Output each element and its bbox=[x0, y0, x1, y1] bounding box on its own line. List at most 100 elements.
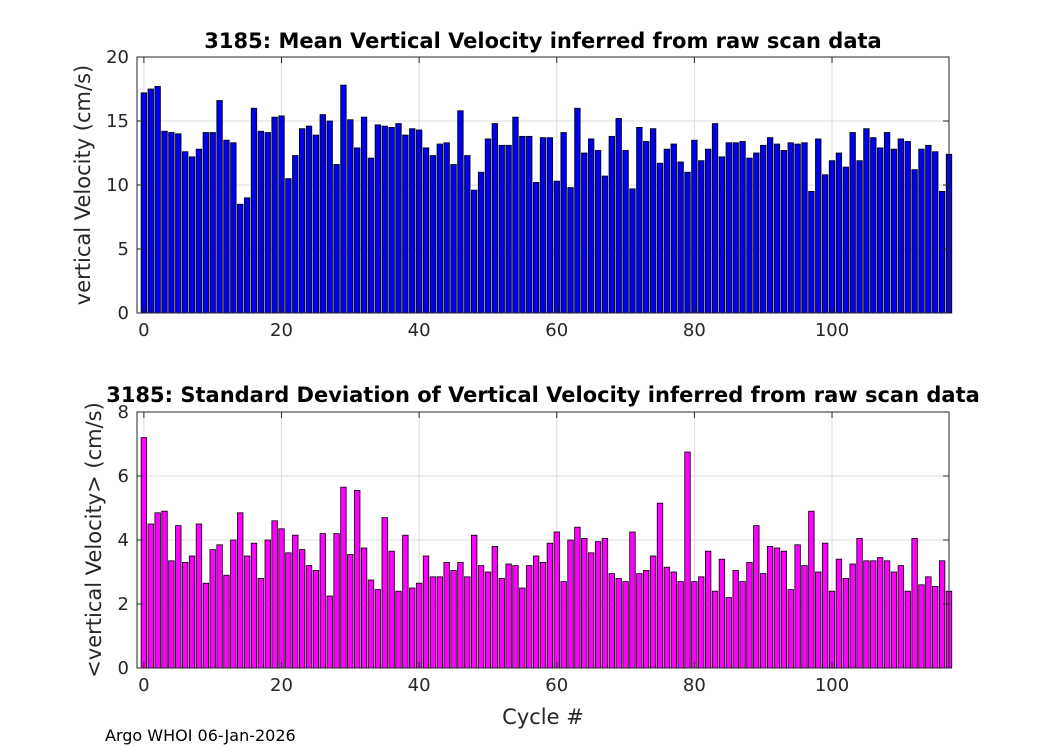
bar bbox=[718, 156, 726, 314]
bar bbox=[161, 510, 168, 669]
bar bbox=[629, 531, 636, 669]
bar bbox=[581, 152, 588, 314]
bar bbox=[477, 171, 485, 314]
bar bbox=[746, 562, 753, 669]
bar bbox=[670, 143, 677, 314]
bar bbox=[168, 132, 175, 314]
bar bbox=[298, 128, 306, 314]
bar bbox=[718, 558, 726, 669]
bar bbox=[498, 144, 505, 314]
bar bbox=[312, 134, 320, 314]
bar bbox=[347, 554, 354, 669]
bar bbox=[677, 161, 684, 314]
bar bbox=[711, 123, 719, 314]
bar bbox=[484, 571, 492, 669]
bar bbox=[753, 525, 760, 669]
x-axis-label: Cycle # bbox=[502, 705, 584, 729]
bar bbox=[257, 578, 265, 669]
y-tick-label: 0 bbox=[118, 303, 129, 324]
bar bbox=[429, 576, 437, 669]
bar bbox=[388, 550, 395, 669]
bar bbox=[574, 107, 581, 314]
bar bbox=[526, 565, 533, 669]
bar bbox=[230, 539, 237, 669]
bar bbox=[808, 190, 815, 314]
bar bbox=[250, 542, 258, 669]
bar bbox=[842, 166, 849, 314]
x-tick-label: 80 bbox=[683, 675, 706, 696]
bar bbox=[911, 169, 918, 314]
bar bbox=[842, 578, 849, 669]
bar bbox=[553, 531, 560, 669]
bar bbox=[794, 544, 801, 669]
bar bbox=[732, 570, 739, 669]
bar bbox=[787, 589, 794, 669]
bar bbox=[354, 147, 361, 314]
bar bbox=[182, 151, 189, 314]
x-tick-label: 20 bbox=[270, 320, 293, 341]
y-tick-label: 0 bbox=[118, 658, 129, 679]
bar bbox=[243, 555, 251, 669]
bar bbox=[477, 565, 485, 669]
bar bbox=[326, 120, 333, 314]
bar bbox=[691, 139, 698, 314]
axis-ticks: 0 20 40 60 80 100 0 2 4 6 8 bbox=[118, 402, 949, 696]
bar bbox=[147, 88, 154, 314]
bar bbox=[539, 137, 547, 314]
bar bbox=[154, 512, 161, 669]
bar bbox=[870, 137, 877, 314]
mean-velocity-panel: 0 20 40 60 80 100 0 5 10 15 20 3185: Mean Vertical… bbox=[71, 29, 953, 341]
bar bbox=[333, 164, 340, 314]
bar bbox=[821, 542, 829, 669]
bar bbox=[305, 125, 313, 314]
bar bbox=[588, 138, 595, 314]
bar bbox=[415, 129, 423, 314]
footer-credit: Argo WHOI 06-Jan-2026 bbox=[105, 726, 296, 745]
bar bbox=[560, 581, 567, 669]
bar bbox=[574, 526, 581, 669]
bar bbox=[257, 130, 265, 314]
bar bbox=[195, 148, 203, 314]
bar bbox=[278, 528, 285, 669]
bar bbox=[821, 174, 829, 314]
bar bbox=[505, 144, 512, 314]
x-tick-label: 60 bbox=[545, 320, 568, 341]
bar bbox=[429, 155, 437, 314]
bar bbox=[450, 570, 457, 669]
bar bbox=[815, 571, 822, 669]
bar bbox=[849, 132, 856, 314]
bar bbox=[298, 549, 306, 669]
bar bbox=[711, 590, 719, 669]
bar bbox=[925, 144, 932, 314]
bar bbox=[333, 533, 340, 669]
bar bbox=[188, 555, 196, 669]
bar bbox=[381, 125, 388, 314]
bar bbox=[367, 157, 375, 314]
bar bbox=[877, 557, 884, 669]
bar bbox=[285, 178, 292, 314]
bar bbox=[656, 162, 664, 314]
bar bbox=[216, 544, 223, 669]
bar bbox=[787, 142, 794, 314]
bar bbox=[856, 160, 863, 314]
bar bbox=[491, 546, 498, 669]
bar bbox=[216, 100, 223, 314]
bar bbox=[794, 143, 801, 314]
bar bbox=[285, 552, 292, 669]
bar bbox=[457, 562, 464, 669]
bar bbox=[188, 156, 196, 314]
bar bbox=[883, 132, 891, 314]
bar bbox=[237, 512, 244, 669]
bar bbox=[567, 187, 574, 314]
bar bbox=[532, 555, 540, 669]
bar bbox=[780, 550, 788, 669]
bars bbox=[140, 437, 953, 669]
bar bbox=[360, 547, 368, 669]
bar bbox=[264, 539, 271, 669]
bar bbox=[925, 576, 932, 669]
bar bbox=[409, 128, 416, 314]
bar bbox=[512, 116, 519, 314]
bar bbox=[519, 135, 526, 314]
bar bbox=[870, 560, 877, 669]
